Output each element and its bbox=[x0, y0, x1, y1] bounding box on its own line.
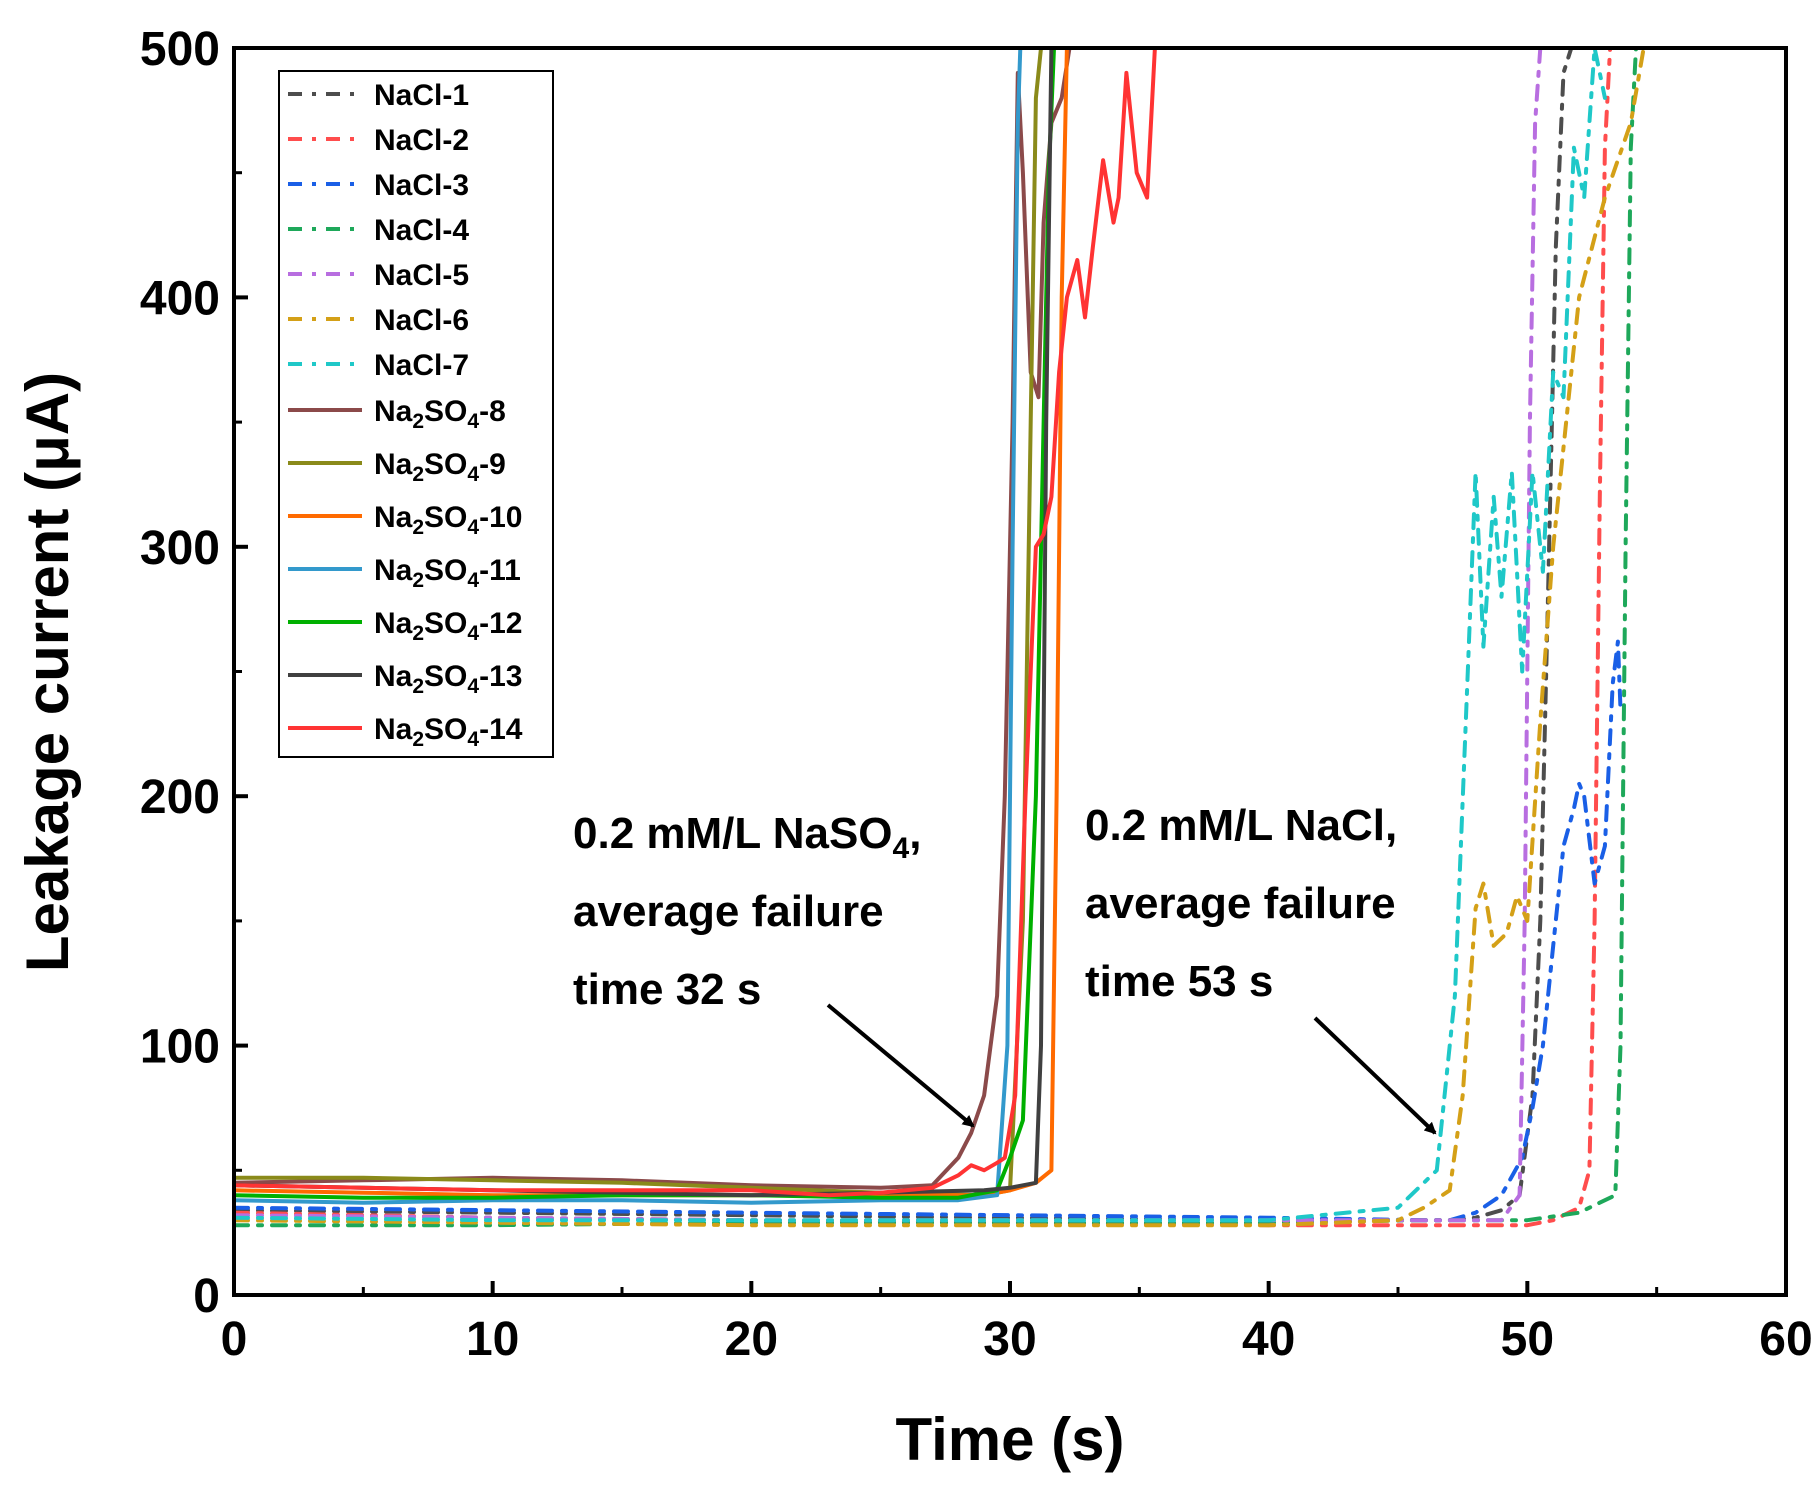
annotation-nacl-line2: average failure bbox=[1085, 879, 1396, 928]
y-tick-label: 300 bbox=[140, 522, 220, 575]
annotation-na2so4-line1: 0.2 mM/L NaSO4, bbox=[573, 809, 921, 865]
x-tick-label: 10 bbox=[466, 1313, 519, 1366]
series-line-na2so4-11 bbox=[234, 48, 1023, 1205]
legend-label: Na2SO4-12 bbox=[374, 607, 522, 645]
legend-label: NaCl-5 bbox=[374, 259, 469, 292]
series-line-na2so4-12 bbox=[234, 48, 1056, 1200]
x-axis-title: Time (s) bbox=[896, 1406, 1125, 1473]
legend: NaCl-1 NaCl-2 NaCl-3 NaCl-4 NaCl-5 NaCl-6 NaCl… bbox=[278, 70, 554, 758]
legend-label: NaCl-2 bbox=[374, 124, 469, 157]
legend-label: NaCl-1 bbox=[374, 79, 469, 112]
y-tick-label: 100 bbox=[140, 1021, 220, 1074]
x-axis-ticks: 0 10 20 30 40 50 60 bbox=[221, 1281, 1813, 1366]
x-tick-label: 30 bbox=[983, 1313, 1036, 1366]
annotation-nacl: 0.2 mM/L NaCl, average failure time 53 s bbox=[1085, 801, 1437, 1135]
y-axis-title: Leakage current (μA) bbox=[14, 372, 81, 972]
legend-label: NaCl-6 bbox=[374, 304, 469, 337]
y-tick-label: 500 bbox=[140, 23, 220, 76]
legend-label: Na2SO4-11 bbox=[374, 554, 521, 592]
series-line-nacl-7 bbox=[234, 48, 1607, 1223]
legend-label: NaCl-7 bbox=[374, 349, 469, 382]
legend-label: NaCl-3 bbox=[374, 169, 469, 202]
series-layer bbox=[234, 48, 1646, 1228]
x-tick-label: 60 bbox=[1759, 1313, 1812, 1366]
annotation-na2so4-line3: time 32 s bbox=[573, 965, 761, 1014]
legend-box bbox=[278, 70, 554, 758]
x-tick-label: 50 bbox=[1501, 1313, 1554, 1366]
series-line-nacl-6 bbox=[234, 48, 1646, 1228]
annotations: 0.2 mM/L NaSO4, average failure time 32 … bbox=[573, 801, 1437, 1135]
y-tick-label: 0 bbox=[193, 1270, 220, 1323]
legend-label: Na2SO4-8 bbox=[374, 395, 506, 433]
series-line-na2so4-8 bbox=[234, 48, 1072, 1190]
annotation-na2so4: 0.2 mM/L NaSO4, average failure time 32 … bbox=[573, 809, 975, 1128]
legend-label: Na2SO4-14 bbox=[374, 713, 523, 751]
x-tick-label: 20 bbox=[725, 1313, 778, 1366]
annotation-nacl-arrow bbox=[1313, 1016, 1437, 1135]
y-tick-label: 200 bbox=[140, 771, 220, 824]
annotation-na2so4-line2: average failure bbox=[573, 887, 884, 936]
x-tick-label: 40 bbox=[1242, 1313, 1295, 1366]
x-tick-label: 0 bbox=[221, 1313, 248, 1366]
legend-label: Na2SO4-10 bbox=[374, 501, 522, 539]
y-tick-label: 400 bbox=[140, 272, 220, 325]
series-line-nacl-4 bbox=[234, 48, 1638, 1228]
legend-label: Na2SO4-13 bbox=[374, 660, 522, 698]
legend-label: Na2SO4-9 bbox=[374, 448, 506, 486]
annotation-nacl-line3: time 53 s bbox=[1085, 957, 1273, 1006]
y-axis-ticks: 0 100 200 300 400 500 bbox=[140, 23, 248, 1323]
annotation-na2so4-arrow bbox=[826, 1003, 975, 1128]
series-line-na2so4-14 bbox=[234, 48, 1157, 1198]
annotation-nacl-line1: 0.2 mM/L NaCl, bbox=[1085, 801, 1397, 850]
legend-label: NaCl-4 bbox=[374, 214, 469, 247]
